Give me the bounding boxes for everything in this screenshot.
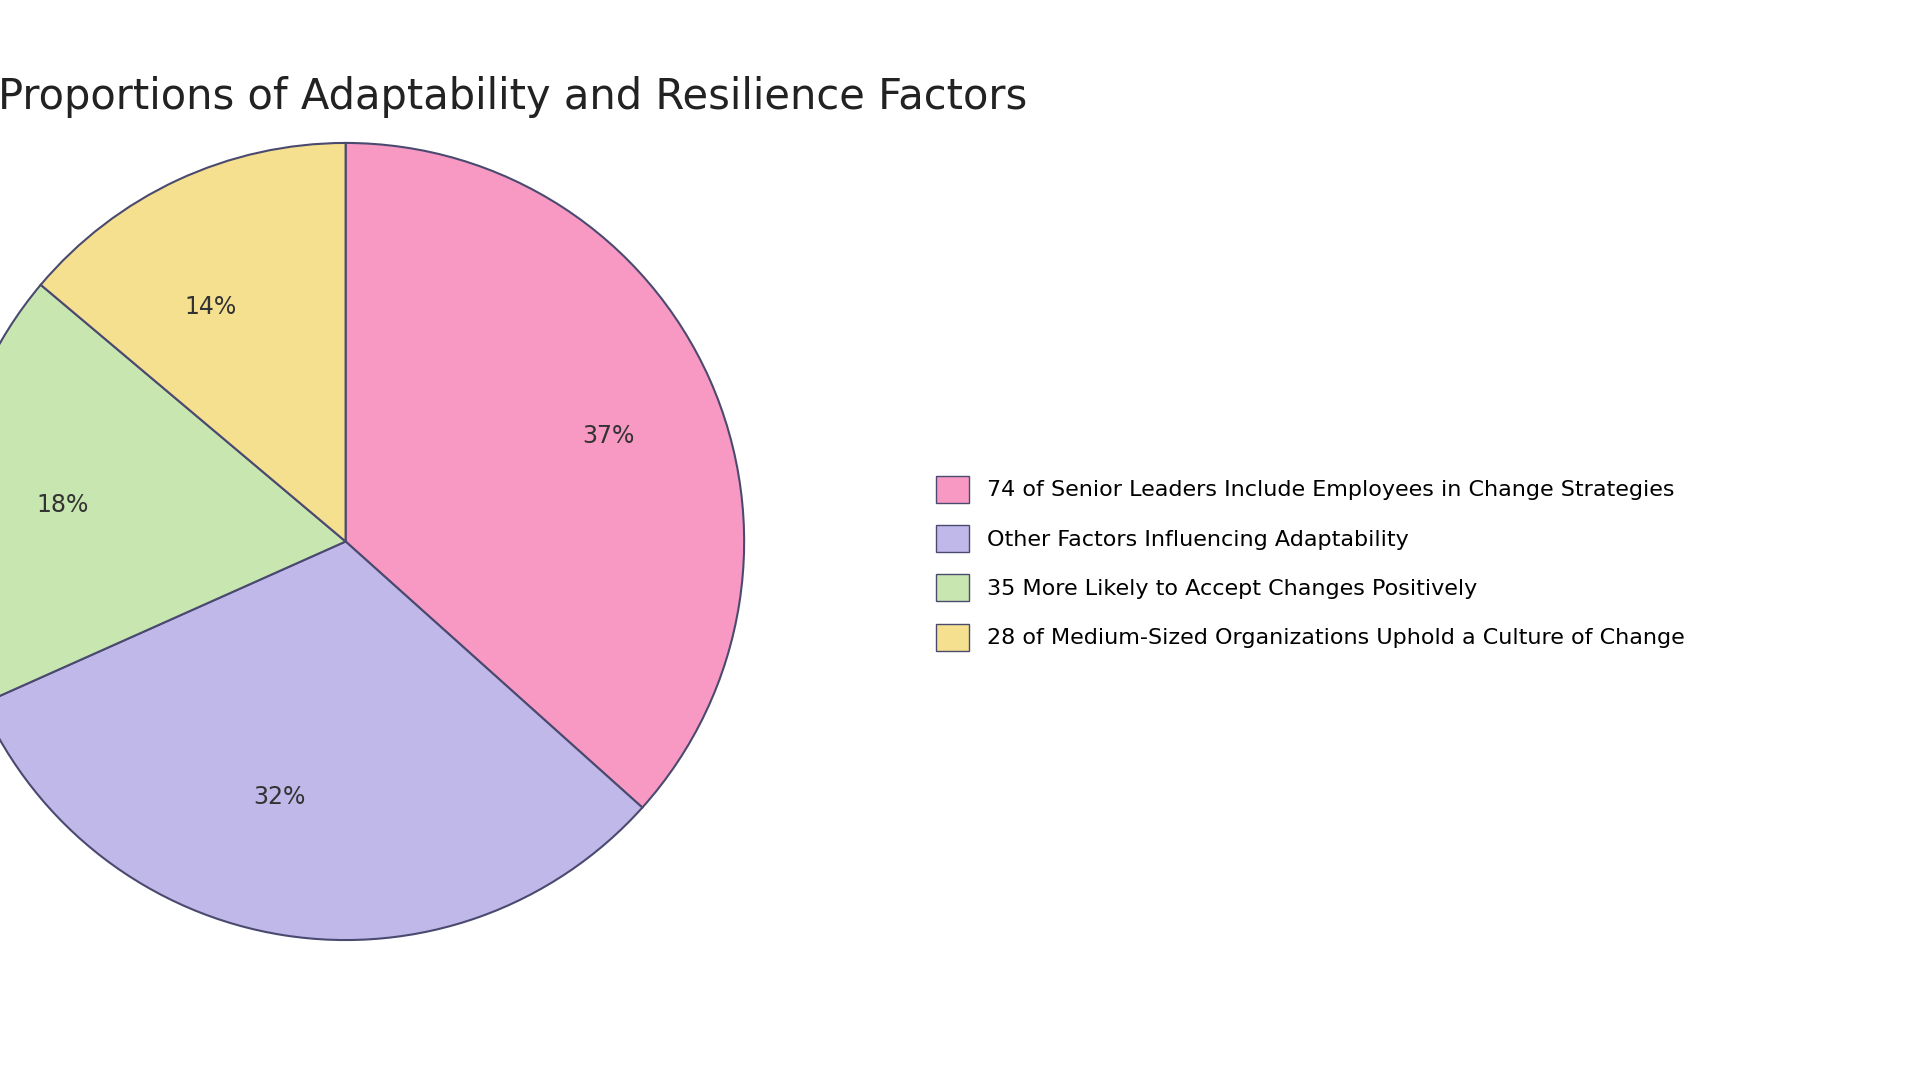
Text: 37%: 37% <box>582 423 634 448</box>
Wedge shape <box>40 143 346 542</box>
Legend: 74 of Senior Leaders Include Employees in Change Strategies, Other Factors Influ: 74 of Senior Leaders Include Employees i… <box>914 454 1707 673</box>
Text: 32%: 32% <box>253 785 305 809</box>
Wedge shape <box>346 143 745 808</box>
Text: Proportions of Adaptability and Resilience Factors: Proportions of Adaptability and Resilien… <box>0 76 1027 118</box>
Text: 14%: 14% <box>184 295 236 318</box>
Wedge shape <box>0 542 643 940</box>
Wedge shape <box>0 285 346 704</box>
Text: 18%: 18% <box>36 494 88 518</box>
